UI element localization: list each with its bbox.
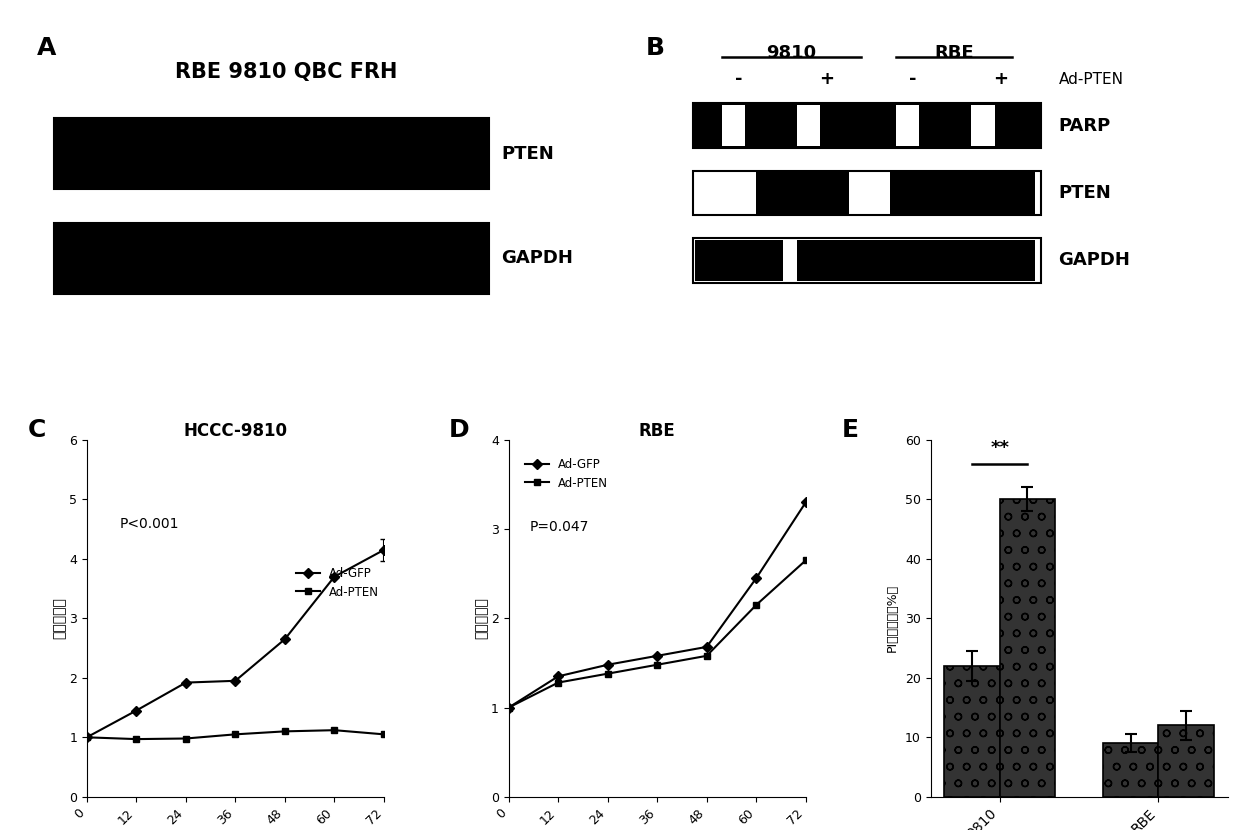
- Bar: [797, 105, 821, 146]
- Bar: [1158, 725, 1214, 797]
- Text: GAPDH: GAPDH: [501, 249, 573, 267]
- Ad-GFP: [179, 677, 193, 687]
- Ad-GFP: [228, 676, 243, 686]
- Text: GAPDH: GAPDH: [1059, 251, 1131, 269]
- Text: RBE: RBE: [934, 43, 973, 61]
- Line: Ad-GFP: Ad-GFP: [505, 499, 810, 711]
- Text: -: -: [909, 70, 918, 88]
- Y-axis label: PI阳性细胞（%）: PI阳性细胞（%）: [887, 584, 899, 652]
- Ad-PTEN: [327, 725, 342, 735]
- Text: P<0.001: P<0.001: [120, 517, 180, 531]
- Bar: [890, 173, 1035, 213]
- Text: B: B: [646, 36, 665, 60]
- Bar: [895, 105, 919, 146]
- Text: P=0.047: P=0.047: [529, 520, 589, 535]
- Text: C: C: [27, 418, 46, 442]
- Bar: [756, 173, 849, 213]
- Bar: [693, 103, 1042, 148]
- Text: RBE 9810 QBC FRH: RBE 9810 QBC FRH: [175, 62, 397, 82]
- Ad-GFP: [799, 497, 813, 507]
- Line: Ad-GFP: Ad-GFP: [83, 546, 387, 741]
- Text: A: A: [36, 36, 56, 60]
- Ad-PTEN: [650, 660, 665, 670]
- Bar: [944, 666, 999, 797]
- Y-axis label: 相对细胞数: 相对细胞数: [474, 598, 489, 639]
- Bar: [693, 237, 1042, 282]
- Bar: [722, 105, 745, 146]
- Y-axis label: 相对细胞数: 相对细胞数: [52, 598, 66, 639]
- Ad-PTEN: [129, 734, 144, 744]
- Text: Ad-PTEN: Ad-PTEN: [1059, 71, 1123, 86]
- Bar: [53, 222, 490, 294]
- Text: 9810: 9810: [766, 43, 816, 61]
- Text: -: -: [735, 70, 743, 88]
- Ad-PTEN: [179, 734, 193, 744]
- Legend: Ad-GFP, Ad-PTEN: Ad-GFP, Ad-PTEN: [291, 562, 384, 603]
- Ad-PTEN: [600, 669, 615, 679]
- Line: Ad-PTEN: Ad-PTEN: [83, 727, 387, 743]
- Text: +: +: [993, 70, 1008, 88]
- Ad-PTEN: [551, 677, 565, 687]
- Ad-GFP: [699, 642, 714, 652]
- Ad-GFP: [749, 574, 764, 583]
- Ad-PTEN: [228, 730, 243, 740]
- Line: Ad-PTEN: Ad-PTEN: [505, 557, 810, 711]
- Title: HCCC-9810: HCCC-9810: [184, 422, 288, 440]
- Ad-GFP: [600, 660, 615, 670]
- Ad-GFP: [278, 634, 293, 644]
- Ad-GFP: [551, 671, 565, 681]
- Text: E: E: [842, 418, 858, 442]
- Bar: [693, 170, 1042, 215]
- Bar: [53, 118, 490, 189]
- Text: PTEN: PTEN: [501, 144, 554, 163]
- Bar: [797, 240, 1035, 281]
- Ad-GFP: [129, 706, 144, 715]
- Ad-PTEN: [278, 726, 293, 736]
- Ad-GFP: [79, 732, 94, 742]
- Text: PTEN: PTEN: [1059, 184, 1111, 202]
- Ad-PTEN: [799, 555, 813, 565]
- Ad-GFP: [327, 572, 342, 582]
- Text: PARP: PARP: [1059, 117, 1111, 134]
- Bar: [696, 240, 782, 281]
- Ad-GFP: [377, 545, 392, 555]
- Text: **: **: [990, 438, 1009, 456]
- Ad-PTEN: [749, 600, 764, 610]
- Legend: Ad-GFP, Ad-PTEN: Ad-GFP, Ad-PTEN: [521, 453, 613, 495]
- Text: +: +: [818, 70, 833, 88]
- Ad-GFP: [650, 651, 665, 661]
- Ad-GFP: [501, 702, 516, 712]
- Bar: [999, 500, 1055, 797]
- Title: RBE: RBE: [639, 422, 676, 440]
- Bar: [1102, 744, 1158, 797]
- Ad-PTEN: [501, 702, 516, 712]
- Ad-PTEN: [699, 651, 714, 661]
- Ad-PTEN: [377, 730, 392, 740]
- Bar: [971, 105, 994, 146]
- Ad-PTEN: [79, 732, 94, 742]
- Text: D: D: [449, 418, 470, 442]
